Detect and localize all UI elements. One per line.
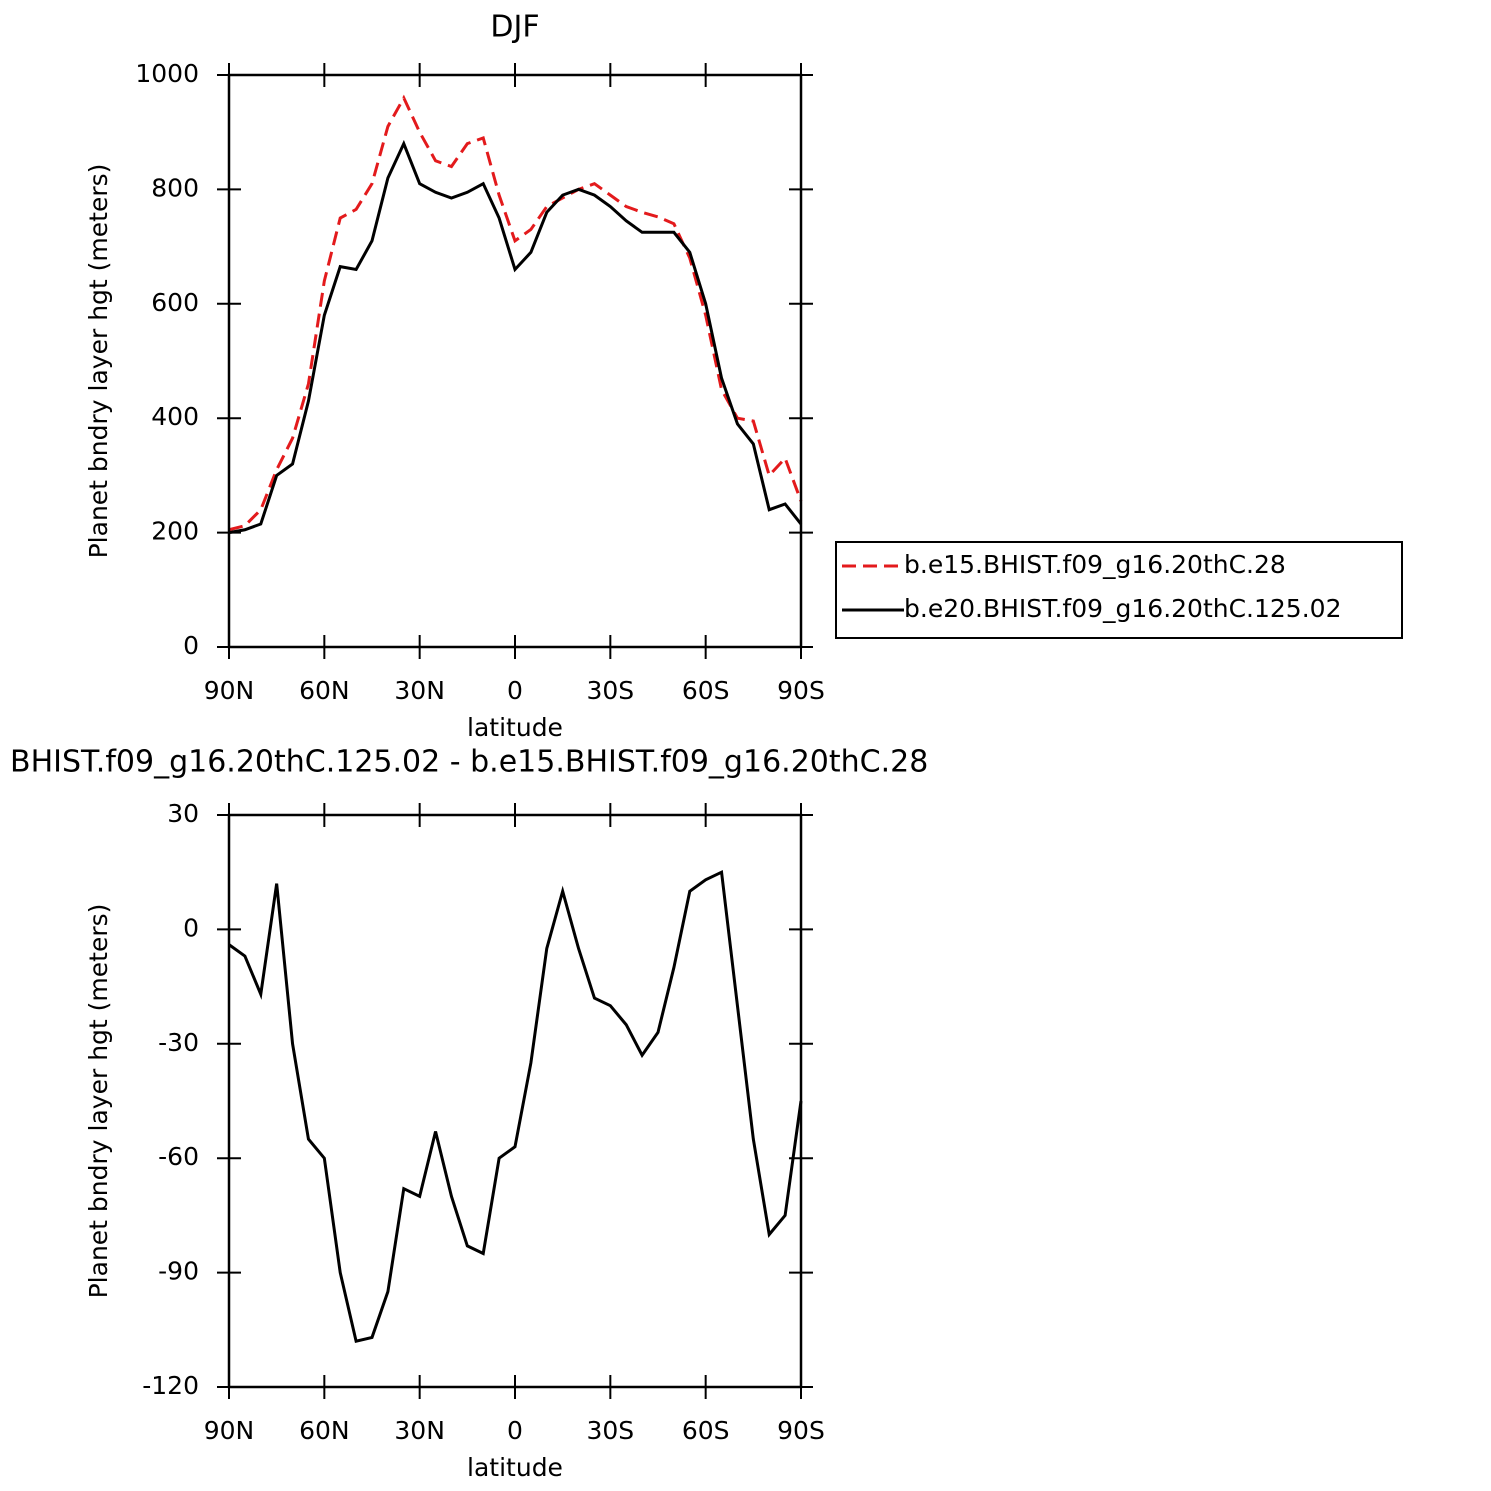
- y-tick-label: -120: [142, 1371, 199, 1400]
- y-axis-label: Planet bndry layer hgt (meters): [84, 164, 113, 559]
- y-tick-label: 0: [183, 913, 199, 942]
- plot-frame: [227, 73, 803, 649]
- chart-title: BHIST.f09_g16.20thC.125.02 - b.e15.BHIST…: [10, 745, 928, 780]
- x-tick-label: 60S: [682, 1416, 730, 1445]
- x-tick-label: 30S: [586, 676, 634, 705]
- series-line: [228, 139, 803, 535]
- plot-frame: [227, 813, 803, 1389]
- legend-box: [835, 541, 1403, 639]
- series-line: [228, 94, 803, 532]
- y-tick-label: 400: [151, 402, 199, 431]
- x-tick-label: 60N: [299, 1416, 350, 1445]
- x-tick-label: 60N: [299, 676, 350, 705]
- series-line: [228, 869, 803, 1344]
- legend-label: b.e15.BHIST.f09_g16.20thC.28: [904, 550, 1286, 579]
- x-tick-label: 90S: [777, 1416, 825, 1445]
- y-tick-label: 200: [151, 517, 199, 546]
- y-tick-label: 1000: [135, 59, 199, 88]
- x-tick-label: 90S: [777, 676, 825, 705]
- y-tick-label: -30: [158, 1028, 199, 1057]
- chart-title: DJF: [490, 10, 539, 45]
- x-tick-label: 0: [507, 676, 523, 705]
- y-tick-label: 30: [167, 799, 199, 828]
- x-tick-label: 0: [507, 1416, 523, 1445]
- x-tick-label: 90N: [204, 676, 255, 705]
- x-tick-label: 30N: [394, 676, 445, 705]
- y-tick-label: 800: [151, 173, 199, 202]
- x-axis-label: latitude: [467, 713, 563, 742]
- y-axis-label: Planet bndry layer hgt (meters): [84, 904, 113, 1299]
- legend-label: b.e20.BHIST.f09_g16.20thC.125.02: [904, 594, 1341, 623]
- x-tick-label: 90N: [204, 1416, 255, 1445]
- y-tick-label: -60: [158, 1142, 199, 1171]
- y-tick-label: 600: [151, 288, 199, 317]
- y-tick-label: 0: [183, 631, 199, 660]
- y-tick-label: -90: [158, 1257, 199, 1286]
- x-axis-label: latitude: [467, 1453, 563, 1482]
- x-tick-label: 30S: [586, 1416, 634, 1445]
- x-tick-label: 30N: [394, 1416, 445, 1445]
- x-tick-label: 60S: [682, 676, 730, 705]
